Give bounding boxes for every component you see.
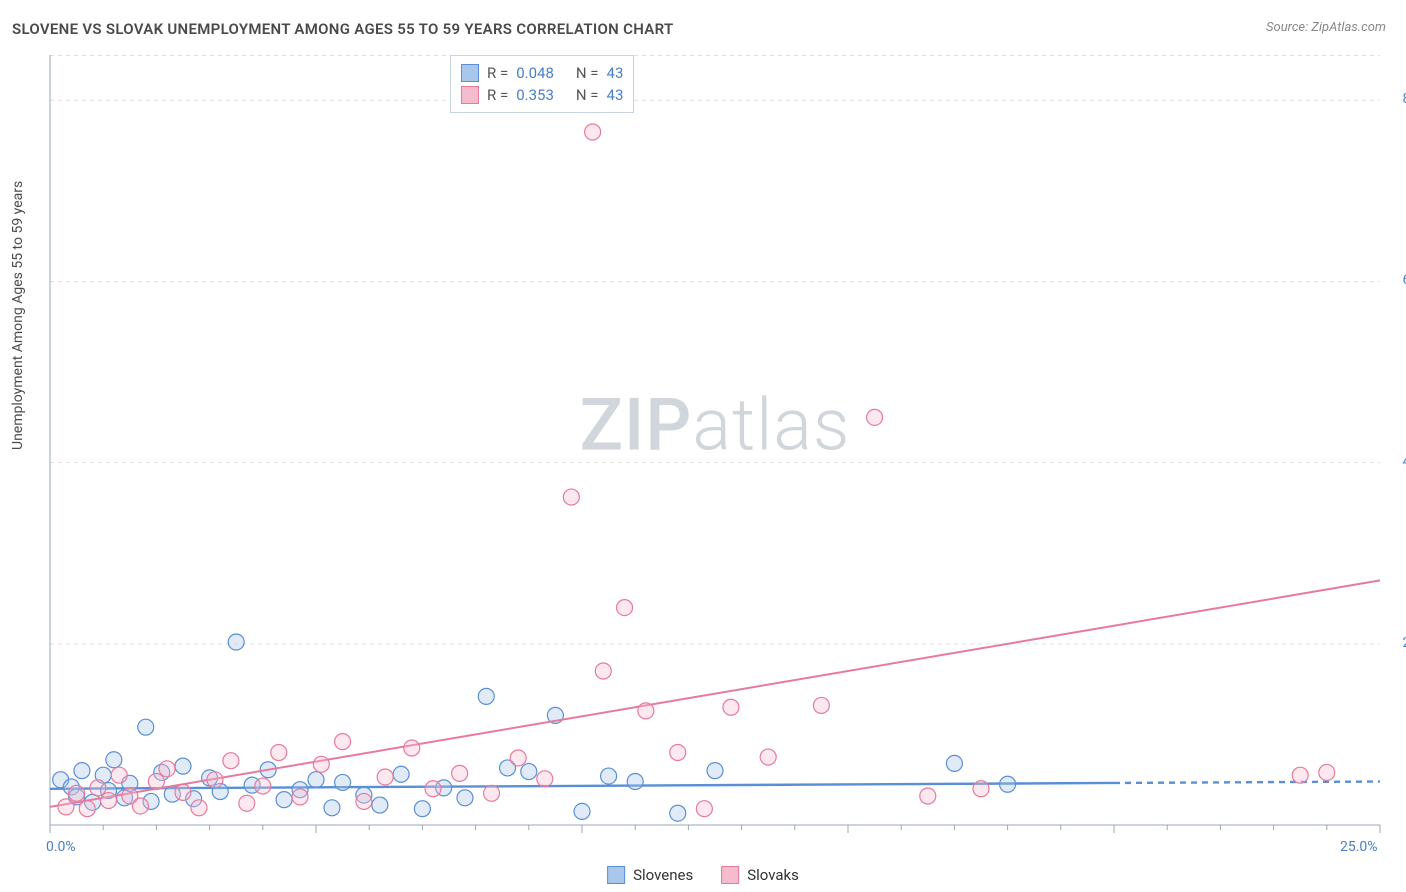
r-value: 0.048 <box>516 64 554 82</box>
y-tick-label: 60.0% <box>1402 272 1406 288</box>
legend-label: Slovaks <box>747 866 799 884</box>
x-tick-label: 25.0% <box>1340 839 1378 855</box>
stats-row: R = 0.353 N = 43 <box>461 84 623 106</box>
source-attribution: Source: ZipAtlas.com <box>1266 20 1386 35</box>
n-label: N = <box>576 86 599 104</box>
n-value: 43 <box>607 86 624 104</box>
y-tick-label: 40.0% <box>1402 454 1406 470</box>
correlation-stats-box: R = 0.048 N = 43 R = 0.353 N = 43 <box>450 55 634 113</box>
legend-label: Slovenes <box>633 866 693 884</box>
n-value: 43 <box>607 64 624 82</box>
legend-swatch <box>607 866 625 884</box>
series-legend: Slovenes Slovaks <box>607 866 799 884</box>
y-tick-label: 20.0% <box>1402 635 1406 651</box>
legend-swatch <box>721 866 739 884</box>
legend-item: Slovaks <box>721 866 799 884</box>
r-label: R = <box>487 64 508 82</box>
series-swatch <box>461 86 479 104</box>
stats-row: R = 0.048 N = 43 <box>461 62 623 84</box>
r-value: 0.353 <box>516 86 554 104</box>
r-label: R = <box>487 86 508 104</box>
scatter-plot: ZIPatlas 20.0%40.0%60.0%80.0%0.0%25.0% <box>50 55 1380 825</box>
n-label: N = <box>576 64 599 82</box>
y-axis-label: Unemployment Among Ages 55 to 59 years <box>10 181 26 450</box>
chart-title: SLOVENE VS SLOVAK UNEMPLOYMENT AMONG AGE… <box>12 20 673 38</box>
series-swatch <box>461 64 479 82</box>
x-tick-label: 0.0% <box>46 839 76 855</box>
legend-item: Slovenes <box>607 866 693 884</box>
y-tick-label: 80.0% <box>1402 91 1406 107</box>
plot-svg <box>50 55 1380 825</box>
